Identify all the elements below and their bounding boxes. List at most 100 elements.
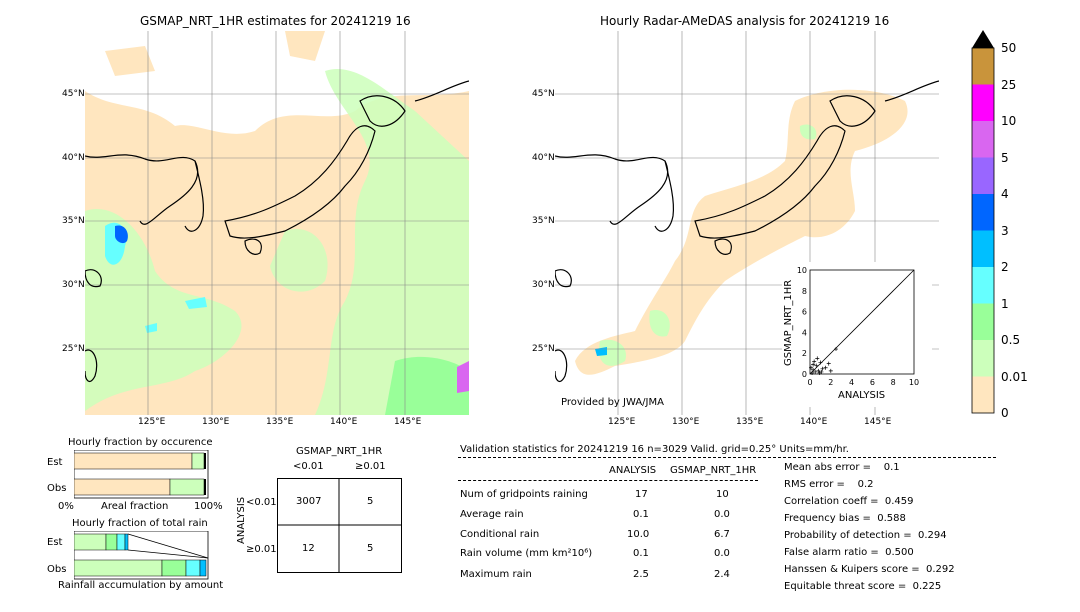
scatter-xtick: 10 [909,378,919,387]
scatter-ytick: 6 [802,308,807,317]
contingency-row-1: ≥0.01 [246,544,277,555]
lat-label: 40°N [62,153,85,163]
colorbar-label: 5 [1001,150,1009,165]
scatter-xtick: 6 [870,378,875,387]
scatter-point [811,362,816,367]
scatter-point [810,370,815,375]
scatter-point [823,365,828,370]
validation-header: Validation statistics for 20241219 16 n=… [460,444,849,455]
left-map [85,31,469,415]
stat-gsmap: 0.0 [714,548,730,559]
contingency-row-0: <0.01 [246,497,277,508]
scatter-point [815,356,820,361]
lon-label: 130°E [672,417,700,427]
scatter-xtick: 8 [891,378,896,387]
stat-analysis: 17 [635,489,648,500]
stat-analysis: 10.0 [627,529,650,540]
scatter-point [819,369,824,374]
scatter-ytick: 4 [802,328,807,337]
scatter-point [816,368,821,373]
stat-analysis: 2.5 [633,569,649,580]
contingency-header: GSMAP_NRT_1HR [296,446,383,457]
scatter-ytick: 2 [802,349,807,358]
score: Correlation coeff = 0.459 [784,496,914,507]
left-map-title: GSMAP_NRT_1HR estimates for 20241219 16 [140,14,411,28]
occ-xlabel-left: 0% [58,501,74,512]
colorbar-segment [972,376,994,413]
colorbar-segment [972,340,994,377]
scatter-ytick: 8 [802,287,807,296]
scatter-xlabel: ANALYSIS [838,390,886,401]
lon-label: 125°E [608,417,636,427]
colorbar-label: 25 [1001,77,1017,92]
occurrence-bars [74,450,209,499]
scatter-point [828,368,833,373]
score: RMS error = 0.2 [784,479,874,490]
scatter-xtick: 2 [828,378,833,387]
colorbar-segment [972,121,994,158]
col-analysis: ANALYSIS [609,465,657,476]
occ-row-est: Est [47,457,63,468]
colorbar-segment [972,194,994,231]
stat-label: Rain volume (mm km²10⁶) [460,548,593,559]
colorbar-label: 0.01 [1001,369,1028,384]
score: False alarm ratio = 0.500 [784,547,914,558]
colorbar-segment [972,157,994,194]
lon-label: 145°E [864,417,892,427]
colorbar-segment [972,267,994,304]
colorbar-label: 10 [1001,114,1017,128]
total-rain-xlabel: Rainfall accumulation by amount [58,580,224,591]
rain-row-est: Est [47,537,63,548]
lon-label: 140°E [330,417,358,427]
total-rain-bars [74,531,209,580]
colorbar-segment [972,84,994,121]
occ-xlabel-mid: Areal fraction [101,501,169,512]
colorbar-label: 0.5 [1001,333,1021,347]
lat-label: 35°N [62,216,85,226]
occ-xlabel-right: 100% [194,501,223,512]
stat-label: Conditional rain [460,529,540,540]
lon-label: 135°E [266,417,294,427]
score: Hanssen & Kuipers score = 0.292 [784,564,955,575]
rain-row-obs: Obs [47,564,67,575]
lon-label: 125°E [138,417,166,427]
scatter-point [811,367,816,372]
lon-label: 130°E [202,417,230,427]
colorbar-segment [972,230,994,267]
lon-label: 135°E [736,417,764,427]
scatter-xtick: 4 [849,378,854,387]
scatter-point [817,370,822,375]
scatter-point [826,361,831,366]
colorbar-label: 3 [1001,223,1009,238]
scatter-chart: 00 2 2 4 4 6 6 8 8 10 10 [797,266,919,387]
lat-label: 45°N [532,89,555,99]
score: Probability of detection = 0.294 [784,530,947,541]
scatter-point [809,365,814,370]
occurrence-title: Hourly fraction by occurence [68,437,213,448]
lat-label: 30°N [62,280,85,290]
total-rain-title: Hourly fraction of total rain [72,518,208,529]
right-map [555,31,939,415]
lat-label: 25°N [62,344,85,354]
colorbar-label: 1 [1001,296,1009,311]
colorbar-label: 50 [1001,41,1017,55]
lat-label: 35°N [532,216,555,226]
colorbar-segment [972,303,994,340]
contingency-cell: 3007 [296,496,322,507]
scatter-point [812,359,817,364]
scatter-diagonal [809,269,915,375]
scatter-ytick: 0 [802,370,807,379]
lat-label: 30°N [532,280,555,290]
score: Mean abs error = 0.1 [784,462,900,473]
lat-label: 25°N [532,344,555,354]
occ-row-obs: Obs [47,483,67,494]
colorbar-label: 0 [1001,406,1009,420]
score: Equitable threat score = 0.225 [784,581,942,592]
right-map-title: Hourly Radar-AMeDAS analysis for 2024121… [600,14,890,28]
stat-gsmap: 6.7 [714,529,730,540]
stat-gsmap: 10 [716,489,729,500]
col-gsmap: GSMAP_NRT_1HR [670,465,757,476]
scatter-point [834,347,838,352]
credit-text: Provided by JWA/JMA [561,397,664,408]
contingency-cell: 5 [367,496,374,507]
